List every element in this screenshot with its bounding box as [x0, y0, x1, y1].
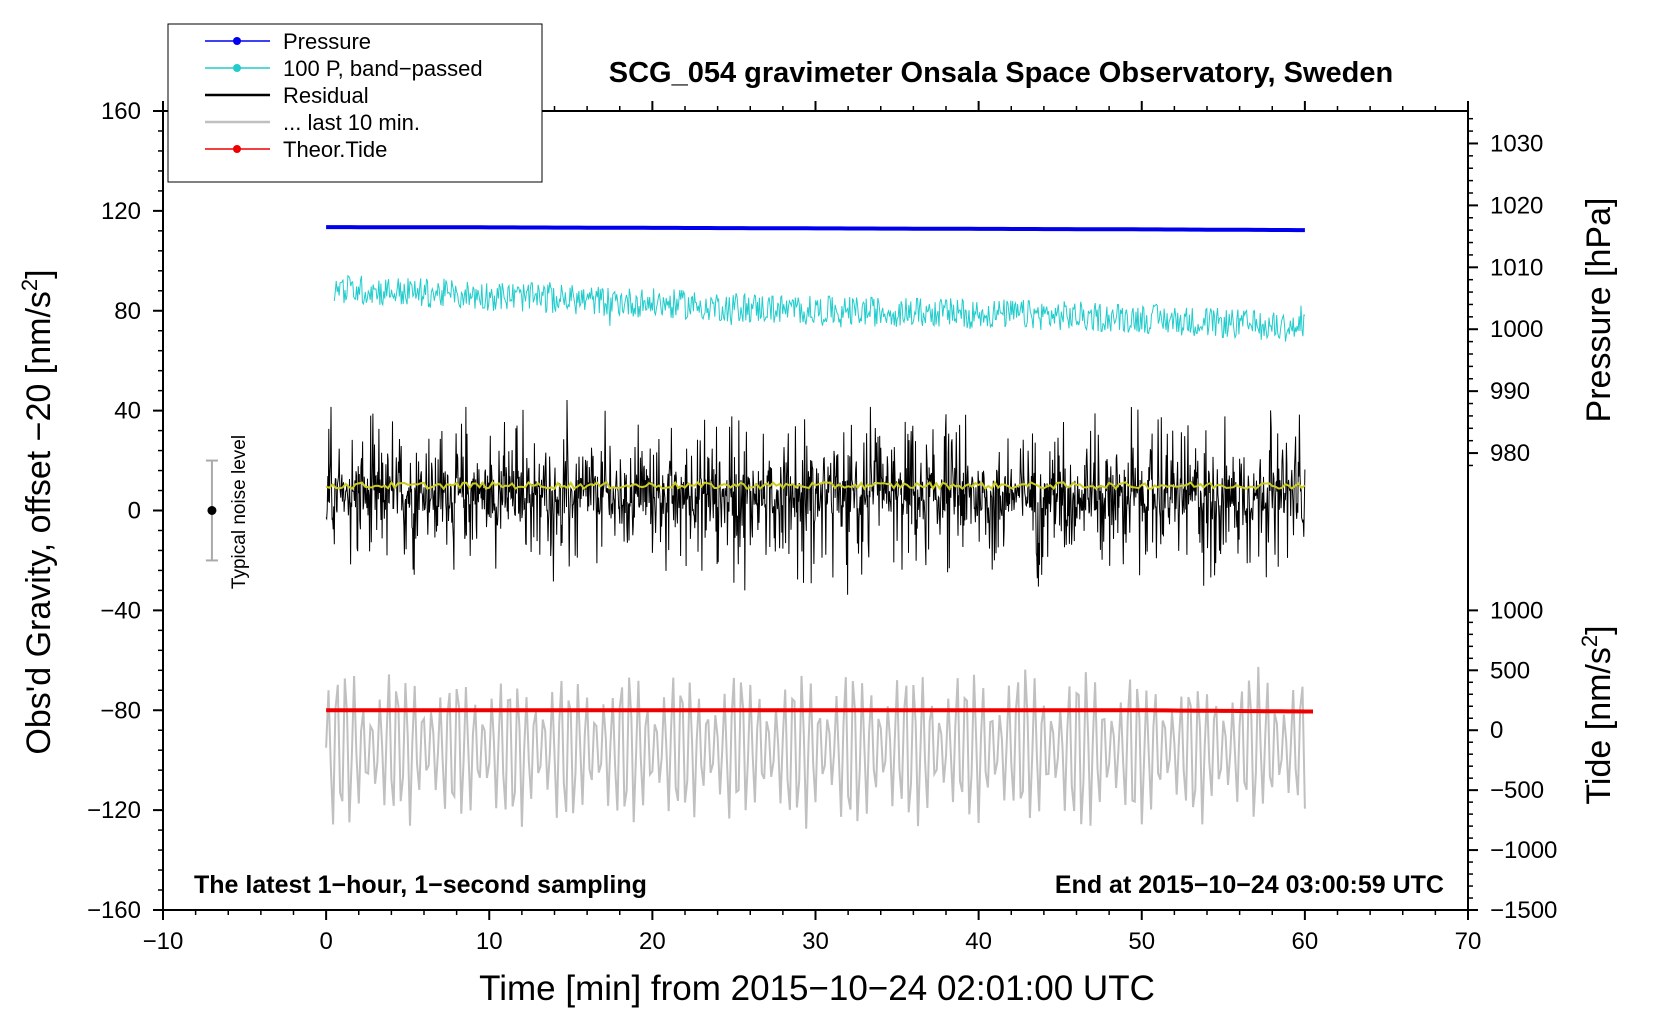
series-layer — [325, 225, 1313, 829]
y-axis-title-left-text: Obs'd Gravity, offset −20 [nm/s — [20, 291, 58, 754]
legend-marker — [233, 37, 241, 45]
y-axis-left: −160 −120 −80 −40 0 40 80 120 160 — [87, 98, 163, 924]
y-tick-label: 0 — [128, 498, 141, 525]
legend-label: Pressure — [283, 29, 371, 54]
legend-label: Theor.Tide — [283, 137, 387, 162]
series-last-10-min — [325, 666, 1306, 829]
y-axis-title-tide-close: ] — [1580, 625, 1618, 634]
tide-tick-label: 0 — [1490, 717, 1503, 744]
y-axis-title-left: Obs'd Gravity, offset −20 [nm/s2] — [17, 269, 58, 754]
y-tick-label: −120 — [87, 797, 141, 824]
legend-marker — [233, 64, 241, 72]
y-tick-label: −160 — [87, 897, 141, 924]
pressure-tick-label: 980 — [1490, 440, 1530, 467]
noise-bar-center — [207, 506, 217, 515]
series-theor-tide — [326, 708, 1313, 714]
y-axis-title-left-sup: 2 — [17, 279, 42, 291]
x-tick-label: 0 — [319, 928, 332, 955]
y-axis-title-pressure: Pressure [hPa] — [1580, 198, 1618, 423]
noise-bar — [205, 459, 218, 562]
noise-label: Typical noise level — [229, 435, 250, 589]
x-tick-label: 10 — [476, 928, 503, 955]
tide-tick-label: 500 — [1490, 657, 1530, 684]
legend-label: 100 P, band−passed — [283, 56, 483, 81]
pressure-tick-label: 990 — [1490, 378, 1530, 405]
tide-tick-label: −1000 — [1490, 837, 1557, 864]
tide-tick-label: −1500 — [1490, 897, 1557, 924]
y-axis-tide: −1500 −1000 −500 0 500 1000 — [1468, 597, 1557, 924]
x-tick-label: 40 — [965, 928, 992, 955]
y-axis-pressure: 980 990 1000 1010 1020 1030 — [1468, 117, 1543, 467]
chart-title: SCG_054 gravimeter Onsala Space Observat… — [609, 57, 1393, 89]
y-axis-title-tide-sup: 2 — [1577, 635, 1602, 647]
legend-marker — [233, 145, 241, 153]
annotation-end-time: End at 2015−10−24 03:00:59 UTC — [1055, 871, 1444, 899]
series-residual — [325, 399, 1306, 595]
y-axis-title-left-close: ] — [20, 269, 58, 278]
series-pressure — [326, 225, 1305, 233]
x-tick-label: 20 — [639, 928, 666, 955]
tide-tick-label: 1000 — [1490, 597, 1543, 624]
pressure-tick-label: 1000 — [1490, 316, 1543, 343]
y-tick-label: −80 — [100, 697, 141, 724]
y-tick-label: 40 — [114, 398, 141, 425]
series-residual-smoothed — [325, 480, 1306, 491]
y-axis-title-tide: Tide [nm/s2] — [1577, 625, 1618, 804]
x-tick-label: −10 — [143, 928, 184, 955]
y-axis-title-tide-text: Tide [nm/s — [1580, 647, 1618, 804]
series-band-passed — [333, 274, 1306, 342]
x-tick-label: 70 — [1455, 928, 1482, 955]
y-tick-label: 120 — [101, 198, 141, 225]
pressure-tick-label: 1020 — [1490, 192, 1543, 219]
annotation-sampling: The latest 1−hour, 1−second sampling — [194, 871, 647, 899]
pressure-tick-label: 1030 — [1490, 130, 1543, 157]
y-tick-label: −40 — [100, 597, 141, 624]
y-tick-label: 80 — [114, 298, 141, 325]
pressure-tick-label: 1010 — [1490, 254, 1543, 281]
x-tick-label: 60 — [1292, 928, 1319, 955]
tide-tick-label: −500 — [1490, 777, 1544, 804]
x-tick-label: 50 — [1128, 928, 1155, 955]
legend-label: ... last 10 min. — [283, 110, 420, 135]
x-axis: −10 0 10 20 30 40 50 60 70 — [143, 101, 1482, 955]
legend-box — [167, 23, 543, 183]
x-axis-title: Time [min] from 2015−10−24 02:01:00 UTC — [479, 969, 1155, 1008]
legend-label: Residual — [283, 83, 369, 108]
x-tick-label: 30 — [802, 928, 829, 955]
y-tick-label: 160 — [101, 98, 141, 125]
